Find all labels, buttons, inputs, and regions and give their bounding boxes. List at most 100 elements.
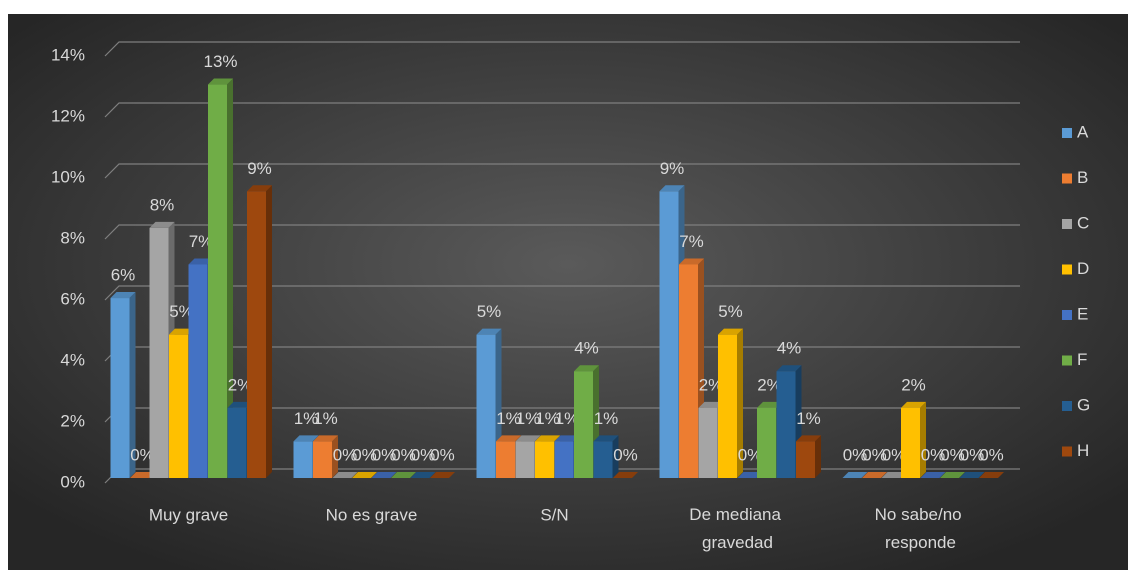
bar-side <box>227 78 233 479</box>
data-label: 0% <box>862 445 887 464</box>
data-label: 0% <box>882 445 907 464</box>
data-label: 5% <box>169 302 194 321</box>
data-label: 1% <box>496 409 521 428</box>
bar <box>593 441 613 478</box>
data-label: 2% <box>757 375 782 394</box>
data-label: 7% <box>189 232 214 251</box>
data-label: 13% <box>203 52 237 71</box>
x-tick-label: S/N <box>540 505 568 524</box>
bar <box>574 371 593 478</box>
bar-top <box>247 185 272 192</box>
bar-top <box>227 401 253 408</box>
bar-side <box>332 435 338 478</box>
data-label: 0% <box>391 445 416 464</box>
bar-top <box>352 472 377 478</box>
bar <box>247 191 266 479</box>
data-label: 2% <box>228 375 253 394</box>
bar-top <box>332 472 358 478</box>
y-tick-label: 0% <box>60 472 85 491</box>
bar-top <box>391 472 416 478</box>
data-label: 1% <box>796 409 821 428</box>
bar <box>208 84 227 479</box>
legend-label: B <box>1077 168 1088 187</box>
bar-top <box>881 472 907 478</box>
bar-top <box>757 401 782 408</box>
bar <box>227 407 247 478</box>
data-label: 0% <box>372 445 397 464</box>
bar-side <box>612 435 619 478</box>
data-label: 2% <box>901 375 926 394</box>
bar-top <box>371 472 397 478</box>
bar <box>476 334 496 478</box>
bar-top <box>737 472 763 478</box>
data-label: 0% <box>411 445 436 464</box>
legend-label: E <box>1077 304 1088 323</box>
legend-swatch <box>1062 446 1072 457</box>
y-tick-label: 8% <box>60 228 85 247</box>
bar-top <box>593 435 619 442</box>
bar-side <box>266 185 272 479</box>
data-label: 6% <box>111 266 136 285</box>
legend-label: F <box>1077 350 1087 369</box>
bar-top <box>659 185 685 192</box>
legend-label: C <box>1077 213 1089 232</box>
grid-line <box>104 41 1020 57</box>
data-label: 0% <box>979 445 1004 464</box>
data-label: 4% <box>777 339 802 358</box>
data-label: 7% <box>679 232 704 251</box>
y-tick-label: 4% <box>60 350 85 369</box>
bar-side <box>920 401 926 478</box>
y-tick-label: 6% <box>60 289 85 308</box>
bar-top <box>535 435 560 442</box>
bar <box>757 407 776 478</box>
bar <box>901 407 920 478</box>
bar <box>169 334 188 478</box>
bar-top <box>940 472 965 478</box>
bar-top <box>293 435 319 442</box>
data-label: 0% <box>333 445 358 464</box>
legend-swatch <box>1062 355 1072 366</box>
bar-top <box>613 472 638 478</box>
y-tick-label: 2% <box>60 411 85 430</box>
data-label: 2% <box>699 375 724 394</box>
grid-line <box>104 224 1020 240</box>
y-tick-label: 12% <box>51 106 85 125</box>
legend-label: D <box>1077 259 1089 278</box>
bar <box>496 441 515 478</box>
bar-top <box>776 365 802 372</box>
data-label: 1% <box>555 409 580 428</box>
bar-top <box>796 435 821 442</box>
data-label: 0% <box>352 445 377 464</box>
bar-top <box>149 221 175 228</box>
data-label: 5% <box>477 302 502 321</box>
data-label: 8% <box>150 195 175 214</box>
bar-top <box>959 472 985 478</box>
data-label: 9% <box>660 159 685 178</box>
data-label: 1% <box>516 409 541 428</box>
bar-top <box>862 472 887 478</box>
data-label: 0% <box>738 445 763 464</box>
data-label: 0% <box>430 445 455 464</box>
bar-top <box>515 435 541 442</box>
data-label: 9% <box>247 159 272 178</box>
bar <box>313 441 332 478</box>
bar <box>679 264 698 478</box>
x-tick-label: Muy grave <box>149 505 228 524</box>
bar <box>718 334 737 478</box>
bar <box>554 441 574 478</box>
bar-top <box>313 435 338 442</box>
bar-top <box>410 472 436 478</box>
bar <box>796 441 815 478</box>
bar <box>698 407 718 478</box>
data-label: 1% <box>594 409 619 428</box>
y-tick-label: 10% <box>51 167 85 186</box>
bar-side <box>129 292 136 478</box>
data-label: 0% <box>843 445 868 464</box>
bar-top <box>718 328 743 335</box>
grid-line <box>104 102 1020 118</box>
bar-top <box>920 472 946 478</box>
legend-label: A <box>1077 122 1089 141</box>
bar-top <box>476 328 502 335</box>
legend-swatch <box>1062 401 1072 411</box>
